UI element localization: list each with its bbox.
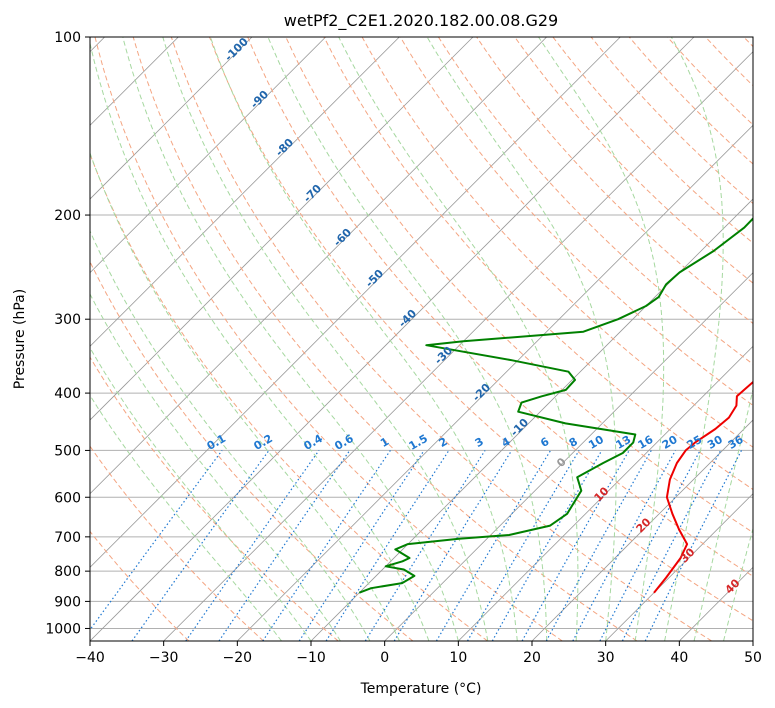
mixing-ratio-line [325, 450, 450, 641]
moist-adiabat-line [426, 37, 617, 641]
isotherm-line [90, 37, 474, 421]
moist-adiabat-line [338, 37, 579, 641]
x-tick-label: 50 [744, 650, 762, 666]
x-tick-label: 0 [380, 650, 389, 666]
moist-adiabat-line [723, 527, 753, 641]
x-tick-label: 40 [670, 650, 688, 666]
mixing-ratio-line [90, 450, 223, 631]
chart-title: wetPf2_C2E1.2020.182.00.08.G29 [284, 11, 558, 31]
x-tick-label: 20 [523, 650, 541, 666]
isotherm-line [237, 124, 753, 641]
isotherm-line [90, 37, 253, 200]
y-tick-label: 1000 [45, 621, 81, 637]
moist-adiabat-line [693, 387, 753, 641]
y-tick-label: 700 [54, 530, 81, 546]
mixing-ratio-line [435, 450, 552, 641]
mixing-ratio-line [572, 450, 677, 641]
isotherm-line [384, 272, 753, 641]
dry-adiabat-line [90, 530, 190, 641]
mixing-ratio-line [131, 450, 270, 641]
moist-adiabat-line [90, 151, 400, 641]
y-tick-label: 100 [54, 30, 81, 46]
mixing-ratio-line [545, 450, 652, 641]
y-tick-label: 400 [54, 386, 81, 402]
moist-adiabat-line [664, 37, 724, 641]
dry-adiabat-line [132, 37, 638, 641]
isotherm-line [90, 37, 695, 641]
isotherm-line [90, 37, 547, 495]
isotherm-line [605, 493, 753, 641]
moist-adiabat-line [162, 37, 489, 641]
dry-adiabat-line [94, 37, 563, 641]
x-tick-label: 10 [449, 650, 467, 666]
dry-adiabat-line [552, 37, 753, 244]
mixing-ratio-line [364, 450, 486, 641]
moist-adiabat-line [90, 394, 282, 641]
moist-adiabat-line [90, 292, 341, 641]
isotherm-line [90, 37, 400, 347]
y-tick-label: 500 [54, 443, 81, 459]
x-tick-label: −30 [149, 650, 179, 666]
dry-adiabat-line [247, 37, 753, 577]
axes: −40 −30 −20 −10 0 10 20 30 40 50 100 200 300 400 500 60… [45, 30, 762, 666]
isotherm-line [458, 345, 753, 641]
mixing-ratio-line [521, 450, 630, 641]
dry-adiabat-line [209, 37, 753, 622]
moist-adiabat-line [209, 37, 518, 641]
x-axis-label: Temperature (°C) [360, 681, 482, 697]
dry-adiabat-line [170, 37, 712, 641]
x-tick-label: −20 [223, 650, 253, 666]
plot-area [90, 37, 753, 641]
moist-adiabat-line [122, 37, 459, 641]
dry-adiabat-line [590, 37, 753, 205]
y-tick-label: 300 [54, 312, 81, 328]
isotherm-line [90, 37, 621, 568]
moist-adiabat-line [90, 229, 371, 641]
isotherm-line [90, 37, 326, 274]
dry-adiabat-line [399, 37, 753, 406]
y-tick-label: 800 [54, 564, 81, 580]
dry-adiabat-line [90, 260, 414, 641]
moist-adiabat-line [90, 346, 312, 641]
x-tick-label: −10 [296, 650, 326, 666]
isotherm-line [531, 419, 753, 641]
y-tick-label: 600 [54, 490, 81, 506]
y-tick-label: 200 [54, 208, 81, 224]
y-tick-label: 900 [54, 594, 81, 610]
dry-adiabat-line [476, 37, 753, 325]
y-axis-label: Pressure (hPa) [12, 289, 28, 389]
dry-adiabat-line [323, 37, 753, 491]
isotherm-line [163, 51, 753, 641]
mixing-ratio-line [491, 450, 603, 641]
moist-adiabat-line [90, 41, 430, 641]
dry-adiabat-line [90, 152, 488, 641]
dewpoint-profile-line [358, 217, 753, 594]
dry-adiabat-line [361, 37, 753, 448]
x-tick-label: −40 [75, 650, 105, 666]
dry-adiabat-line [285, 37, 753, 534]
mixing-ratio-line [218, 450, 351, 641]
x-tick-label: 30 [597, 650, 615, 666]
mixing-ratio-line [466, 450, 580, 641]
dry-adiabat-line [437, 37, 753, 365]
mixing-ratio-line [393, 450, 513, 641]
plot-frame [89, 36, 754, 642]
temperature-profile-line [653, 380, 753, 594]
